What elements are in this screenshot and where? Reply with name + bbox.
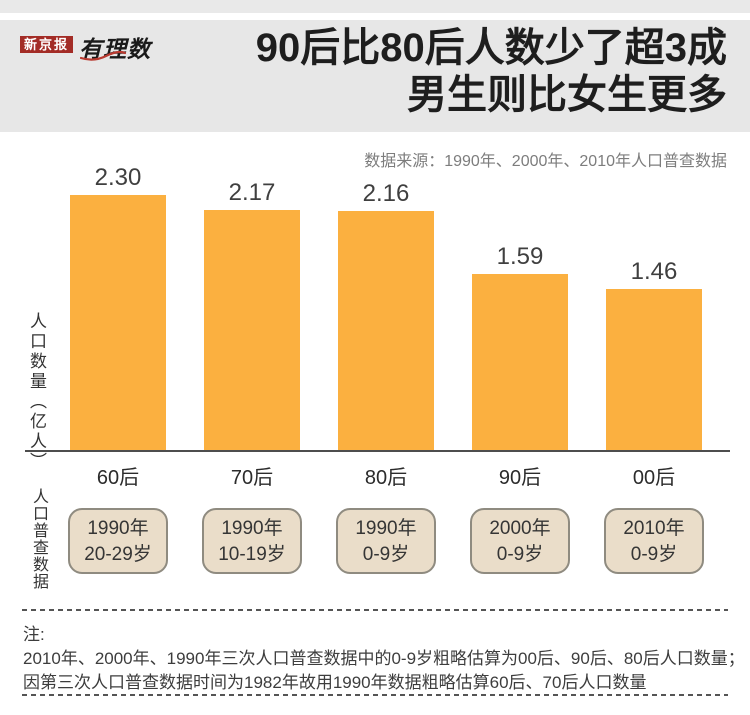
census-box: 1990年 20-29岁 <box>68 508 168 574</box>
bar <box>70 195 166 452</box>
census-box-year: 1990年 <box>355 518 417 539</box>
census-box-year: 2010年 <box>623 518 685 539</box>
bar <box>472 274 568 452</box>
notes-line-2: 因第三次人口普查数据时间为1982年故用1990年数据粗略估算60后、70后人口… <box>23 673 647 692</box>
x-axis-line <box>25 450 730 452</box>
notes-line-1: 2010年、2000年、1990年三次人口普查数据中的0-9岁粗略估算为00后、… <box>23 649 745 668</box>
census-box-age-range: 0-9岁 <box>362 544 410 565</box>
census-box: 1990年 10-19岁 <box>202 508 302 574</box>
xinjingbao-logo: 新京报 <box>20 36 74 53</box>
category-label: 00后 <box>632 467 676 489</box>
census-box-age-range: 0-9岁 <box>496 544 544 565</box>
census-box-year: 1990年 <box>221 518 283 539</box>
census-box: 2010年 0-9岁 <box>604 508 704 574</box>
bar-value-label: 1.59 <box>496 243 544 270</box>
bar-value-label: 2.17 <box>228 179 276 206</box>
notes-divider-bottom <box>22 694 728 696</box>
top-strip <box>0 0 750 13</box>
census-box-age-range: 0-9岁 <box>630 544 678 565</box>
category-label: 70后 <box>230 467 274 489</box>
census-box-year: 2000年 <box>489 518 551 539</box>
census-box-age-range: 10-19岁 <box>218 544 286 565</box>
census-box: 1990年 0-9岁 <box>336 508 436 574</box>
youlishu-logo: 有理数 <box>79 36 151 62</box>
bar-value-label: 1.46 <box>630 258 678 285</box>
category-label: 90后 <box>498 467 542 489</box>
category-label: 80后 <box>364 467 408 489</box>
header-banner <box>0 20 750 132</box>
title-line-2: 男生则比女生更多 <box>407 73 727 117</box>
census-box-year: 1990年 <box>87 518 149 539</box>
bar <box>606 289 702 452</box>
title-line-1: 90后比80后人数少了超3成 <box>255 26 727 70</box>
bar-value-label: 2.30 <box>94 164 142 191</box>
notes-label: 注: <box>23 625 45 644</box>
bar-value-label: 2.16 <box>362 180 410 207</box>
bar <box>204 210 300 452</box>
notes-divider-top <box>22 609 728 611</box>
logo-underline-icon <box>79 49 127 67</box>
category-label: 60后 <box>96 467 140 489</box>
bar <box>338 211 434 452</box>
census-row-label: 人口普查数据 <box>30 488 47 590</box>
y-axis-label: 人口数量（亿人） <box>27 312 46 472</box>
page-title: 90后比80后人数少了超3成 男生则比女生更多 <box>256 25 727 119</box>
census-box-age-range: 20-29岁 <box>84 544 152 565</box>
census-box: 2000年 0-9岁 <box>470 508 570 574</box>
data-source-caption: 数据来源：1990年、2000年、2010年人口普查数据 <box>364 153 727 170</box>
